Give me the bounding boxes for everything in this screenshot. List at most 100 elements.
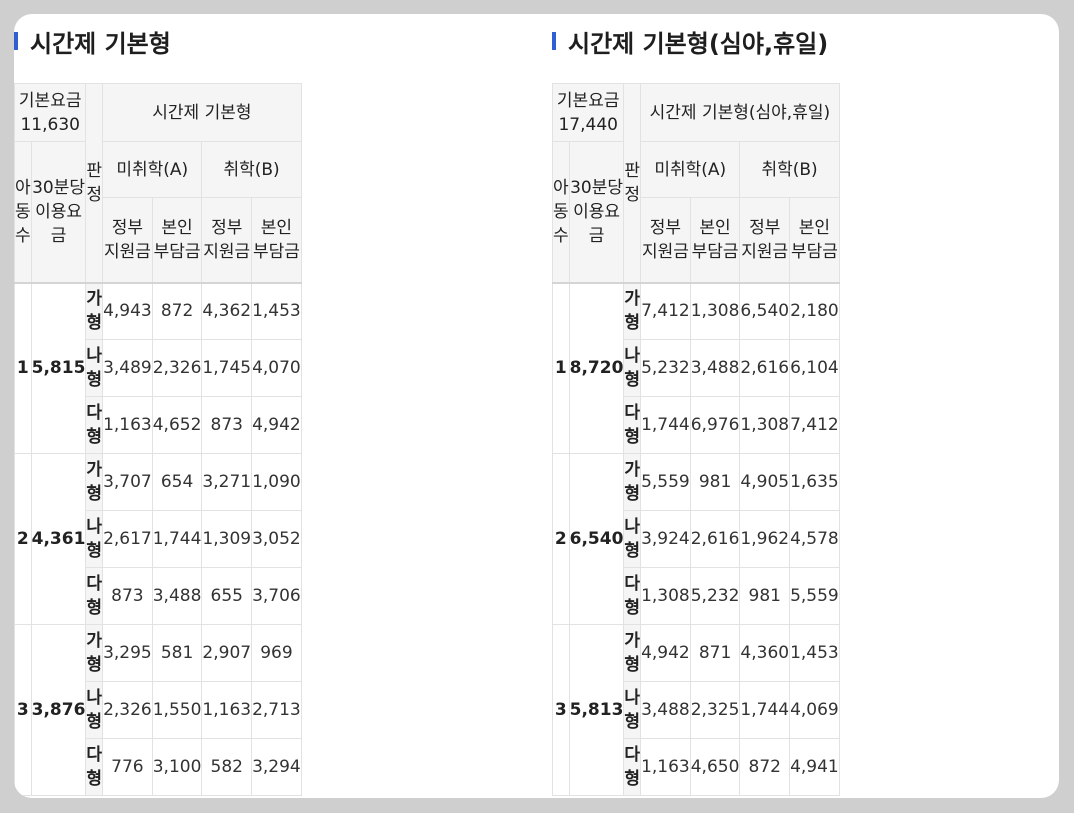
class-cell: 나형 xyxy=(85,510,104,568)
fee-per-30min: 8,720 xyxy=(568,281,625,454)
b-self-cell: 2,180 xyxy=(789,281,840,340)
b-gov-cell: 1,163 xyxy=(201,681,253,739)
a-gov-cell: 3,295 xyxy=(102,624,153,682)
b-self-cell: 1,453 xyxy=(251,281,302,340)
a-gov-cell: 1,163 xyxy=(102,396,153,454)
base-fee-header: 기본요금 11,630 xyxy=(14,83,87,142)
self-line1: 본인 xyxy=(161,217,193,238)
self-line1: 본인 xyxy=(699,217,731,238)
children-header: 아동수 xyxy=(14,141,32,283)
a-gov-cell: 7,412 xyxy=(640,281,691,340)
children-count: 2 xyxy=(552,453,570,625)
a-self-cell: 3,100 xyxy=(151,738,203,796)
fee-per-30min: 4,361 xyxy=(30,453,87,625)
a-self-cell: 4,652 xyxy=(151,396,203,454)
a-gov-cell: 3,489 xyxy=(102,339,153,397)
b-gov-cell: 3,271 xyxy=(201,453,253,511)
b-gov-cell: 872 xyxy=(739,738,791,796)
class-cell: 나형 xyxy=(85,339,104,397)
class-header: 판정 xyxy=(623,83,642,283)
fee-header-line2: 이용요금 xyxy=(35,201,82,246)
b-gov-cell: 1,309 xyxy=(201,510,253,568)
a-self-cell: 5,232 xyxy=(689,567,741,625)
fee-table: 기본요금 11,630 판정 시간제 기본형 아동수 30분당 이용요금 미취학(… xyxy=(14,83,302,796)
table-row: 다형 873 3,488 655 3,706 xyxy=(15,567,302,625)
a-self-cell: 2,325 xyxy=(689,681,741,739)
fee-per-30min: 6,540 xyxy=(568,453,625,625)
class-cell: 가형 xyxy=(623,624,642,682)
b-self-cell: 1,453 xyxy=(789,624,840,682)
gov-line1: 정부 xyxy=(749,217,781,238)
b-gov-cell: 2,616 xyxy=(739,339,791,397)
table-row: 나형 3,489 2,326 1,745 4,070 xyxy=(15,339,302,397)
a-gov-cell: 1,308 xyxy=(640,567,691,625)
fee-per-30min: 5,815 xyxy=(30,281,87,454)
children-count: 1 xyxy=(14,281,32,454)
self-line1: 본인 xyxy=(798,217,831,238)
class-cell: 나형 xyxy=(623,510,642,568)
table-row: 나형 3,924 2,616 1,962 4,578 xyxy=(553,510,840,568)
a-gov-cell: 4,942 xyxy=(640,624,691,682)
a-self-cell: 2,616 xyxy=(689,510,741,568)
gov-line2: 지원금 xyxy=(103,241,151,262)
fee-header-line2: 이용요금 xyxy=(573,201,620,246)
b-gov-cell: 2,907 xyxy=(201,624,253,682)
a-gov-cell: 5,559 xyxy=(640,453,691,511)
group-header: 시간제 기본형 xyxy=(102,83,302,142)
school-header: 취학(B) xyxy=(739,141,840,198)
b-self-cell: 3,052 xyxy=(251,510,302,568)
children-count: 1 xyxy=(552,281,570,454)
school-header: 취학(B) xyxy=(201,141,302,198)
gov-line1: 정부 xyxy=(211,217,243,238)
a-gov-cell: 2,617 xyxy=(102,510,153,568)
self-line2: 부담금 xyxy=(153,241,201,262)
b-gov-cell: 4,362 xyxy=(201,281,253,340)
b-self-cell: 4,941 xyxy=(789,738,840,796)
a-gov-cell: 1,744 xyxy=(640,396,691,454)
b-self-cell: 6,104 xyxy=(789,339,840,397)
b-self-cell: 7,412 xyxy=(789,396,840,454)
a-self-cell: 1,308 xyxy=(689,281,741,340)
fee-header-line1: 30분당 xyxy=(32,177,85,198)
a-self-cell: 6,976 xyxy=(689,396,741,454)
a-self-cell: 1,550 xyxy=(151,681,203,739)
a-self-cell: 2,326 xyxy=(151,339,203,397)
class-cell: 나형 xyxy=(623,339,642,397)
gov-line1: 정부 xyxy=(649,217,682,238)
b-self-cell: 5,559 xyxy=(789,567,840,625)
gov-line2: 지원금 xyxy=(641,241,689,262)
children-count: 3 xyxy=(552,624,570,796)
self-line2: 부담금 xyxy=(252,241,300,262)
self-line1: 본인 xyxy=(260,217,293,238)
table-row: 1 8,720 가형 7,412 1,308 6,540 2,180 xyxy=(552,281,840,454)
class-cell: 가형 xyxy=(623,281,642,340)
class-header: 판정 xyxy=(85,83,104,283)
a-gov-cell: 2,326 xyxy=(102,681,153,739)
b-gov-cell: 1,744 xyxy=(739,681,791,739)
a-gov-cell: 776 xyxy=(102,738,153,796)
b-gov-cell: 4,360 xyxy=(739,624,791,682)
a-self-cell: 871 xyxy=(689,624,741,682)
title-marker xyxy=(552,32,556,50)
a-gov-cell: 3,488 xyxy=(640,681,691,739)
b-gov-cell: 1,745 xyxy=(201,339,253,397)
a-self-cell: 981 xyxy=(689,453,741,511)
children-header: 아동수 xyxy=(552,141,570,283)
fee-header-line1: 30분당 xyxy=(570,177,623,198)
a-self-cell: 581 xyxy=(151,624,203,682)
class-cell: 가형 xyxy=(623,453,642,511)
gov-line2: 지원금 xyxy=(741,241,789,262)
b-gov-cell: 655 xyxy=(201,567,253,625)
a-self-cell: 654 xyxy=(151,453,203,511)
a-gov-header: 정부 지원금 xyxy=(102,197,153,283)
a-self-cell: 3,488 xyxy=(151,567,203,625)
a-gov-cell: 873 xyxy=(102,567,153,625)
table-row: 2 4,361 가형 3,707 654 3,271 1,090 xyxy=(14,453,302,625)
table-row: 3 5,813 가형 4,942 871 4,360 1,453 xyxy=(552,624,840,796)
a-gov-cell: 4,943 xyxy=(102,281,153,340)
b-self-cell: 969 xyxy=(251,624,302,682)
fee-per-30min: 3,876 xyxy=(30,624,87,796)
b-self-cell: 2,713 xyxy=(251,681,302,739)
self-line2: 부담금 xyxy=(691,241,739,262)
